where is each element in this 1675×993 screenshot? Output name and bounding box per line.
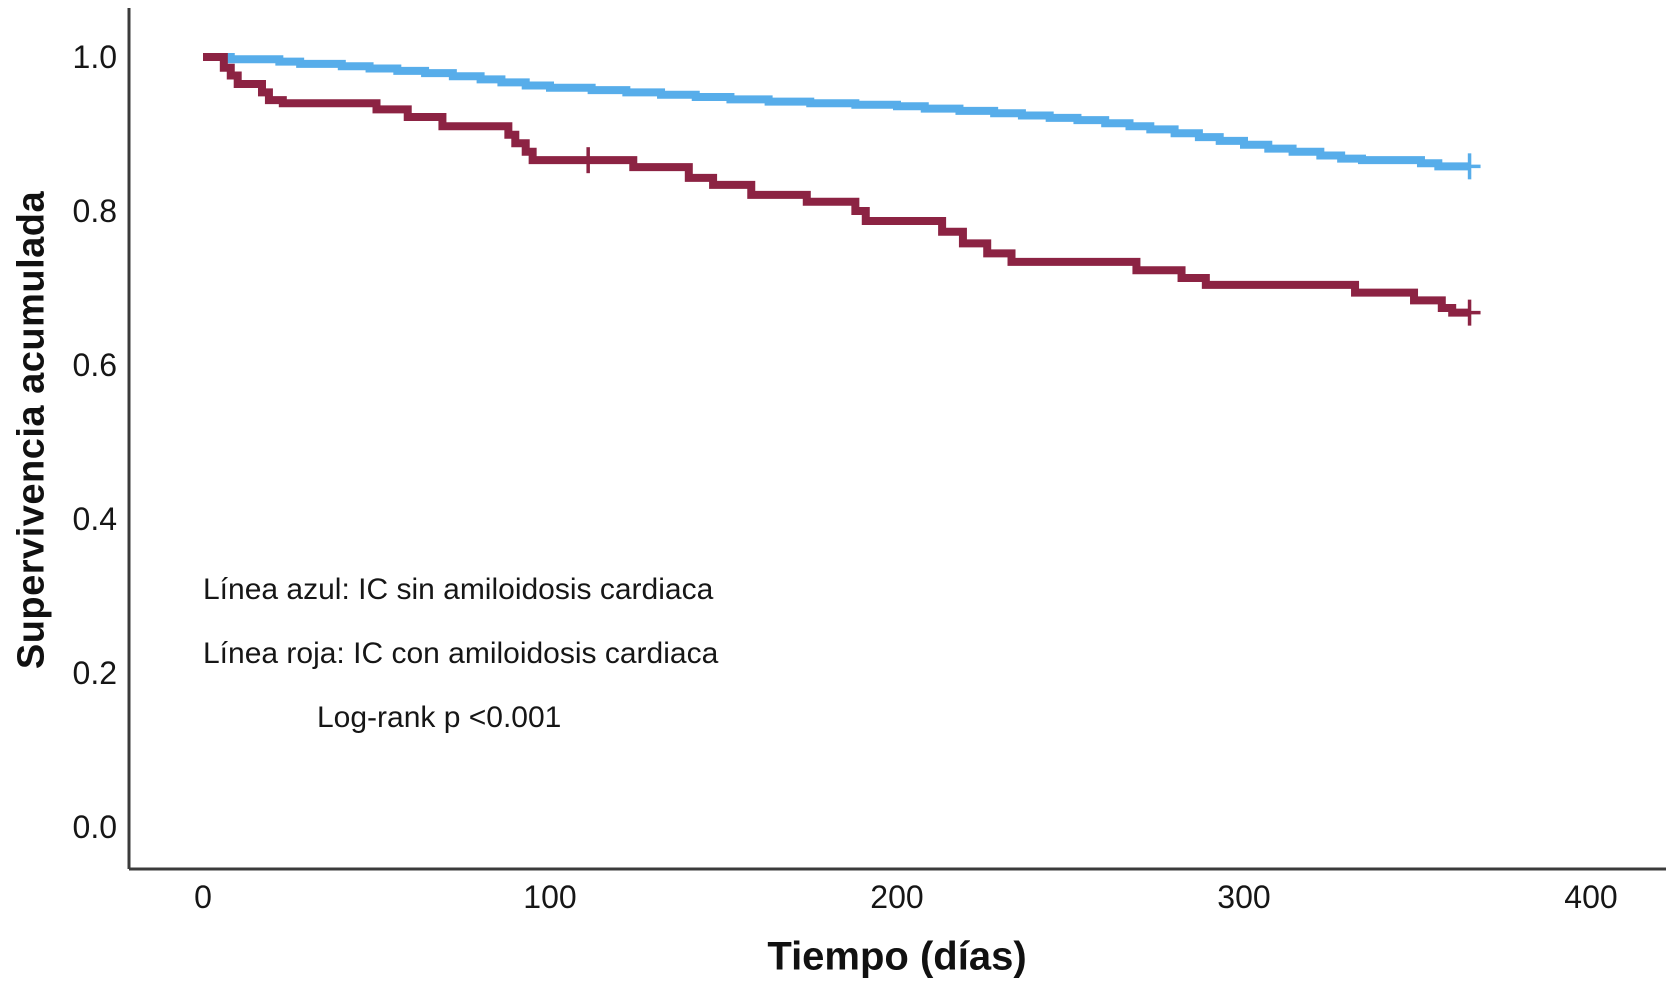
svg-text:0.0: 0.0 xyxy=(73,809,117,845)
svg-text:0: 0 xyxy=(194,879,212,915)
annotation-logrank: Log-rank p <0.001 xyxy=(317,701,562,734)
svg-text:0.4: 0.4 xyxy=(73,501,117,537)
annotation-blue-line: Línea azul: IC sin amiloidosis cardiaca xyxy=(203,573,714,606)
svg-text:0.8: 0.8 xyxy=(73,193,117,229)
axis-spines xyxy=(127,8,1666,871)
svg-text:0.6: 0.6 xyxy=(73,347,117,383)
svg-text:1.0: 1.0 xyxy=(73,39,117,75)
x-tick-labels: 0 100 200 300 400 xyxy=(194,879,1618,915)
svg-text:100: 100 xyxy=(523,879,576,915)
svg-text:300: 300 xyxy=(1217,879,1270,915)
censor-marks xyxy=(577,147,1481,326)
y-axis-title: Supervivencia acumulada xyxy=(10,190,53,670)
svg-text:0.2: 0.2 xyxy=(73,655,117,691)
x-axis-title: Tiempo (días) xyxy=(767,934,1027,979)
svg-text:400: 400 xyxy=(1564,879,1617,915)
svg-text:200: 200 xyxy=(870,879,923,915)
annotation-red-line: Línea roja: IC con amiloidosis cardiaca xyxy=(203,637,719,670)
survival-curves xyxy=(203,53,1470,317)
y-tick-labels: 1.0 0.8 0.6 0.4 0.2 0.0 xyxy=(73,39,117,845)
